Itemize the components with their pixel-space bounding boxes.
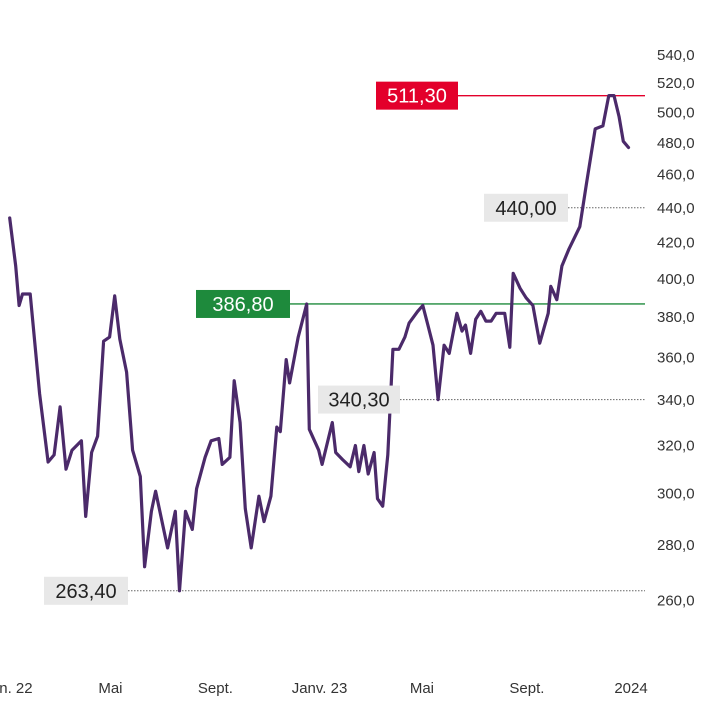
y-tick-label: 380,0 — [657, 309, 695, 326]
annotation-label-box — [484, 193, 568, 222]
annotation-label-box — [196, 289, 290, 318]
x-tick-label: Sept. — [198, 680, 233, 697]
x-tick-label: Jan. 22 — [0, 680, 33, 697]
y-tick-label: 500,0 — [657, 104, 695, 121]
y-tick-label: 280,0 — [657, 537, 695, 554]
y-tick-label: 420,0 — [657, 234, 695, 251]
annotation-label-box — [318, 385, 400, 414]
y-tick-label: 320,0 — [657, 437, 695, 454]
x-tick-label: 2024 — [614, 680, 647, 697]
annotation-label: 340,30 — [328, 390, 389, 412]
x-tick-label: Janv. 23 — [292, 680, 348, 697]
x-tick-label: Mai — [98, 680, 122, 697]
x-tick-label: Sept. — [509, 680, 544, 697]
y-tick-label: 520,0 — [657, 75, 695, 92]
y-tick-label: 400,0 — [657, 271, 695, 288]
y-tick-label: 300,0 — [657, 486, 695, 503]
y-tick-label: 260,0 — [657, 593, 695, 610]
y-tick-label: 440,0 — [657, 200, 695, 217]
annotation-label: 386,80 — [212, 294, 273, 316]
y-axis-ticks: 260,0 280,0 300,0 320,0 340,0 360,0 380,0 400,0… — [657, 47, 695, 610]
annotation-label: 263,40 — [55, 581, 116, 603]
y-tick-label: 480,0 — [657, 135, 695, 152]
annotation-label: 511,30 — [387, 86, 447, 108]
y-tick-label: 360,0 — [657, 350, 695, 367]
annotation-label: 440,00 — [495, 198, 556, 220]
price-series-line — [8, 94, 631, 593]
y-tick-label: 340,0 — [657, 392, 695, 409]
x-tick-label: Mai — [410, 680, 434, 697]
annotation-label-box — [376, 81, 458, 110]
price-line-layer — [8, 94, 631, 593]
annotation-layer — [128, 94, 645, 592]
y-tick-label: 460,0 — [657, 167, 695, 184]
x-axis-ticks: Jan. 22 Mai Sept. Janv. 23 Mai Sept. 2024 — [0, 680, 648, 697]
y-tick-label: 540,0 — [657, 47, 695, 64]
annotation-label-layer: 511,30 440,00 386,80 340,30 263,40 — [44, 81, 568, 605]
annotation-label-box — [44, 576, 128, 605]
